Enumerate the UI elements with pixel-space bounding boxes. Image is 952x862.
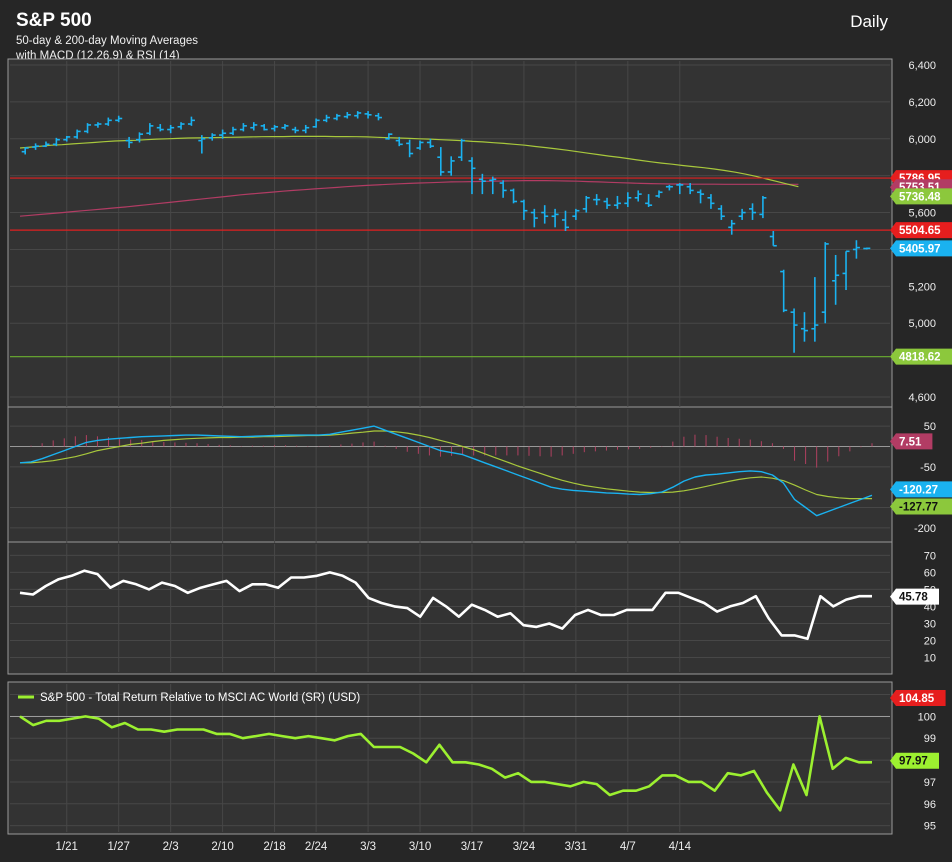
- rsi-ytick-label: 60: [924, 567, 936, 579]
- macd-ytick-label: 50: [924, 421, 936, 433]
- relative-ytick-label: 95: [924, 821, 936, 833]
- macd-ytick-label: -200: [914, 523, 936, 535]
- relative-tag: 97.97: [899, 756, 928, 768]
- relative-line: [19, 715, 872, 812]
- x-tick-label: 4/14: [669, 841, 692, 853]
- rsi-tag-bg: [890, 588, 939, 605]
- x-tick-label: 3/24: [513, 841, 536, 853]
- rsi-ytick-label: 70: [924, 550, 936, 562]
- macd-signal-line: [20, 430, 872, 500]
- x-tick-label: 2/3: [163, 841, 179, 853]
- relative-max-tag: 104.85: [899, 693, 935, 705]
- ma50-line: [19, 135, 799, 188]
- macd-hist-tag-bg: [890, 433, 933, 450]
- x-tick-label: 3/3: [360, 841, 376, 853]
- rsi-line: [19, 569, 872, 641]
- macd-hist-tag: 7.51: [899, 436, 922, 448]
- relative-ytick-label: 99: [924, 733, 936, 745]
- x-tick-label: 1/27: [108, 841, 130, 853]
- price-tag-5-bg: [890, 348, 952, 365]
- x-tick-label: 2/24: [305, 841, 328, 853]
- price-tag-5: 4818.62: [899, 352, 941, 364]
- relative-legend-label: S&P 500 - Total Return Relative to MSCI …: [40, 692, 360, 704]
- rsi-ytick-label: 10: [924, 652, 936, 664]
- chart-title: S&P 500: [16, 10, 92, 31]
- x-tick-label: 3/31: [565, 841, 587, 853]
- price-tag-4: 5405.97: [899, 243, 941, 255]
- relative-ytick-label: 97: [924, 777, 936, 789]
- macd-signal-tag: -127.77: [899, 501, 938, 513]
- price-ytick-label: 5,600: [908, 208, 936, 220]
- ma200-line: [19, 180, 799, 217]
- macd-tag: -120.27: [899, 484, 938, 496]
- price-ytick-label: 5,000: [908, 318, 936, 330]
- macd-line: [19, 425, 873, 517]
- x-tick-label: 2/10: [211, 841, 233, 853]
- price-tag-3-bg: [890, 222, 952, 239]
- relative-ytick-label: 100: [918, 711, 936, 723]
- price-tag-3: 5504.65: [899, 225, 941, 237]
- price-ytick-label: 5,200: [908, 281, 936, 293]
- price-ytick-label: 4,600: [908, 392, 936, 404]
- x-tick-label: 1/21: [56, 841, 78, 853]
- period-label: Daily: [850, 12, 888, 31]
- rsi-ytick-label: 30: [924, 618, 936, 630]
- price-ytick-label: 6,400: [908, 60, 936, 72]
- x-tick-label: 3/17: [461, 841, 483, 853]
- relative-ytick-label: 96: [924, 799, 936, 811]
- x-tick-label: 3/10: [409, 841, 431, 853]
- price-tag-2-bg: [890, 188, 952, 205]
- rsi-ytick-label: 20: [924, 635, 936, 647]
- x-tick-label: 2/18: [263, 841, 285, 853]
- x-tick-label: 4/7: [620, 841, 636, 853]
- relative-tag-bg: [890, 752, 939, 769]
- panel-frame-1: [7, 406, 893, 546]
- price-ytick-label: 6,000: [908, 134, 936, 146]
- panel-frame-0: [7, 58, 893, 410]
- rsi-tag: 45.78: [899, 592, 928, 604]
- price-tag-2: 5736.48: [899, 191, 941, 203]
- macd-ytick-label: -50: [920, 462, 936, 474]
- price-tag-4-bg: [890, 240, 952, 257]
- chart-subtitle-ma: 50-day & 200-day Moving Averages: [16, 35, 198, 47]
- macd-tag-bg: [890, 481, 952, 498]
- relative-max-tag-bg: [890, 690, 946, 706]
- macd-signal-tag-bg: [890, 498, 952, 515]
- price-ytick-label: 6,200: [908, 97, 936, 109]
